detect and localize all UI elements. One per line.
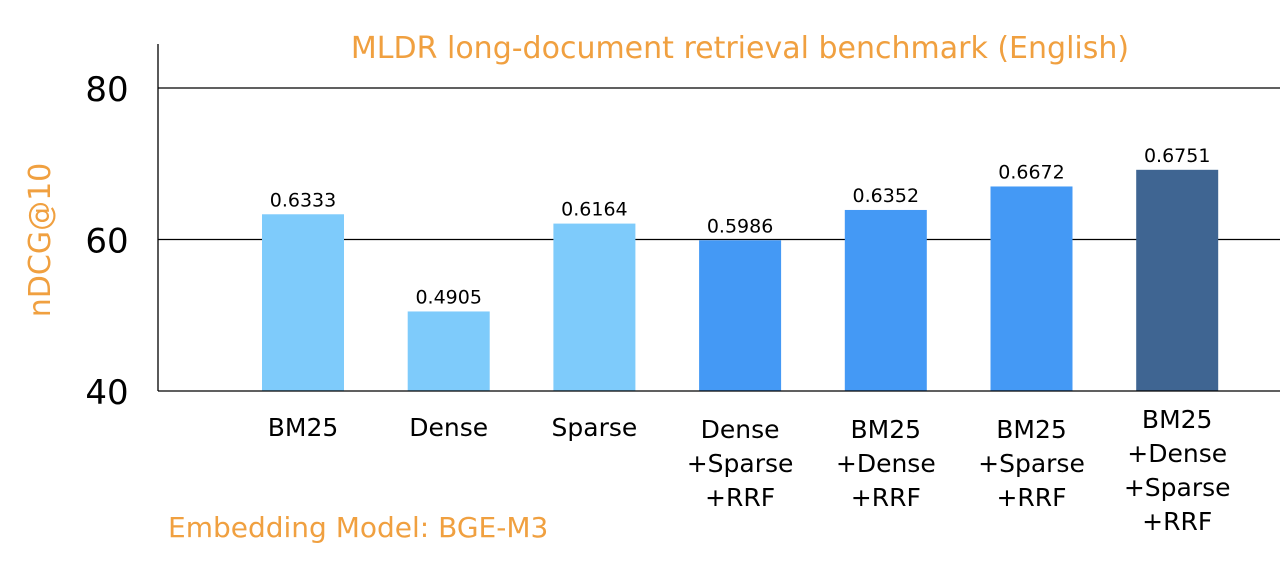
x-tick-label: BM25 +Dense +RRF — [836, 415, 936, 512]
data-label: 0.6333 — [270, 189, 336, 211]
data-label: 0.5986 — [707, 215, 773, 237]
x-tick-label-line: +RRF — [851, 483, 921, 512]
data-label: 0.6164 — [561, 199, 627, 221]
data-label: 0.6751 — [1144, 145, 1210, 167]
x-tick-label-line: +Dense — [1127, 439, 1227, 468]
bar — [262, 214, 344, 391]
x-tick-label-line: Dense — [409, 413, 488, 442]
x-tick-label-line: Sparse — [552, 413, 638, 442]
data-label: 0.6352 — [853, 185, 919, 207]
x-tick-label: BM25 +Sparse +RRF — [978, 415, 1085, 512]
y-tick-labels: 40 60 80 — [85, 70, 128, 413]
x-tick-label-line: BM25 — [1142, 405, 1213, 434]
data-label: 0.6672 — [998, 161, 1064, 183]
value-labels: 0.6333 0.4905 0.6164 0.5986 0.6352 0.6672 0.67… — [270, 145, 1211, 309]
chart-title: MLDR long-document retrieval benchmark (… — [351, 31, 1129, 66]
x-tick-label-line: +Sparse — [1124, 473, 1231, 502]
bar — [1136, 169, 1219, 391]
x-tick-label-line: +Dense — [836, 449, 936, 478]
x-tick-label-line: +Sparse — [978, 449, 1085, 478]
category-labels: BM25 Dense Sparse Dense +Sparse +RRF BM25 +Dens… — [268, 405, 1231, 536]
bar — [699, 240, 782, 391]
x-tick-label-line: +Sparse — [687, 449, 794, 478]
bar — [553, 223, 636, 391]
x-tick-label-line: BM25 — [996, 415, 1067, 444]
x-tick-label-line: BM25 — [851, 415, 922, 444]
y-tick-label: 60 — [85, 222, 128, 262]
x-tick-label: BM25 +Dense +Sparse +RRF — [1124, 405, 1231, 536]
bars — [262, 169, 1219, 391]
gridlines — [158, 87, 1280, 241]
bar — [990, 186, 1073, 391]
y-tick-label: 80 — [85, 70, 128, 110]
x-tick-label-line: +RRF — [1142, 507, 1212, 536]
embedding-model-note: Embedding Model: BGE-M3 — [168, 511, 548, 544]
y-axis-label: nDCG@10 — [23, 163, 58, 317]
x-tick-label-line: +RRF — [996, 483, 1066, 512]
bar — [844, 209, 927, 391]
x-tick-label: Dense — [409, 413, 488, 442]
axes — [157, 44, 1280, 392]
x-tick-label-line: +RRF — [705, 483, 775, 512]
x-tick-label: BM25 — [268, 413, 339, 442]
data-label: 0.4905 — [415, 286, 481, 308]
x-tick-label-line: BM25 — [268, 413, 339, 442]
x-tick-label: Dense +Sparse +RRF — [687, 415, 794, 512]
y-tick-label: 40 — [85, 373, 128, 413]
x-tick-label: Sparse — [552, 413, 638, 442]
x-tick-label-line: Dense — [701, 415, 780, 444]
bar — [407, 311, 490, 391]
